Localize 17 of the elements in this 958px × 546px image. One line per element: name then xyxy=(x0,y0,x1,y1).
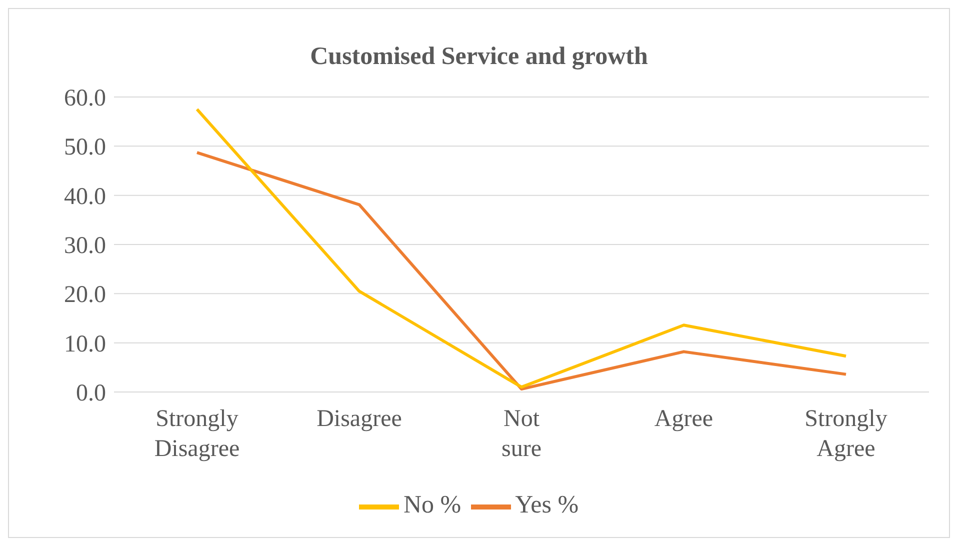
x-tick-label: Disagree xyxy=(316,406,402,432)
chart-title: Customised Service and growth xyxy=(309,43,649,71)
y-tick-label: 20.0 xyxy=(64,282,106,308)
y-tick-label: 40.0 xyxy=(64,184,106,210)
legend-label: No % xyxy=(403,492,462,519)
y-tick-label: 0.0 xyxy=(76,380,106,407)
x-tick-label: Strongly Disagree xyxy=(154,406,240,462)
x-tick-label: Strongly Agree xyxy=(804,406,888,462)
y-tick-label: 50.0 xyxy=(64,134,106,161)
x-tick-label: Not sure xyxy=(502,406,542,462)
legend-label: Yes % xyxy=(515,492,579,519)
line-series xyxy=(196,108,848,389)
y-tick-label: 60.0 xyxy=(64,86,106,112)
line-series xyxy=(196,151,848,391)
y-tick-label: 10.0 xyxy=(64,331,106,358)
y-tick-label: 30.0 xyxy=(64,233,106,260)
x-tick-label: Agree xyxy=(654,406,714,432)
